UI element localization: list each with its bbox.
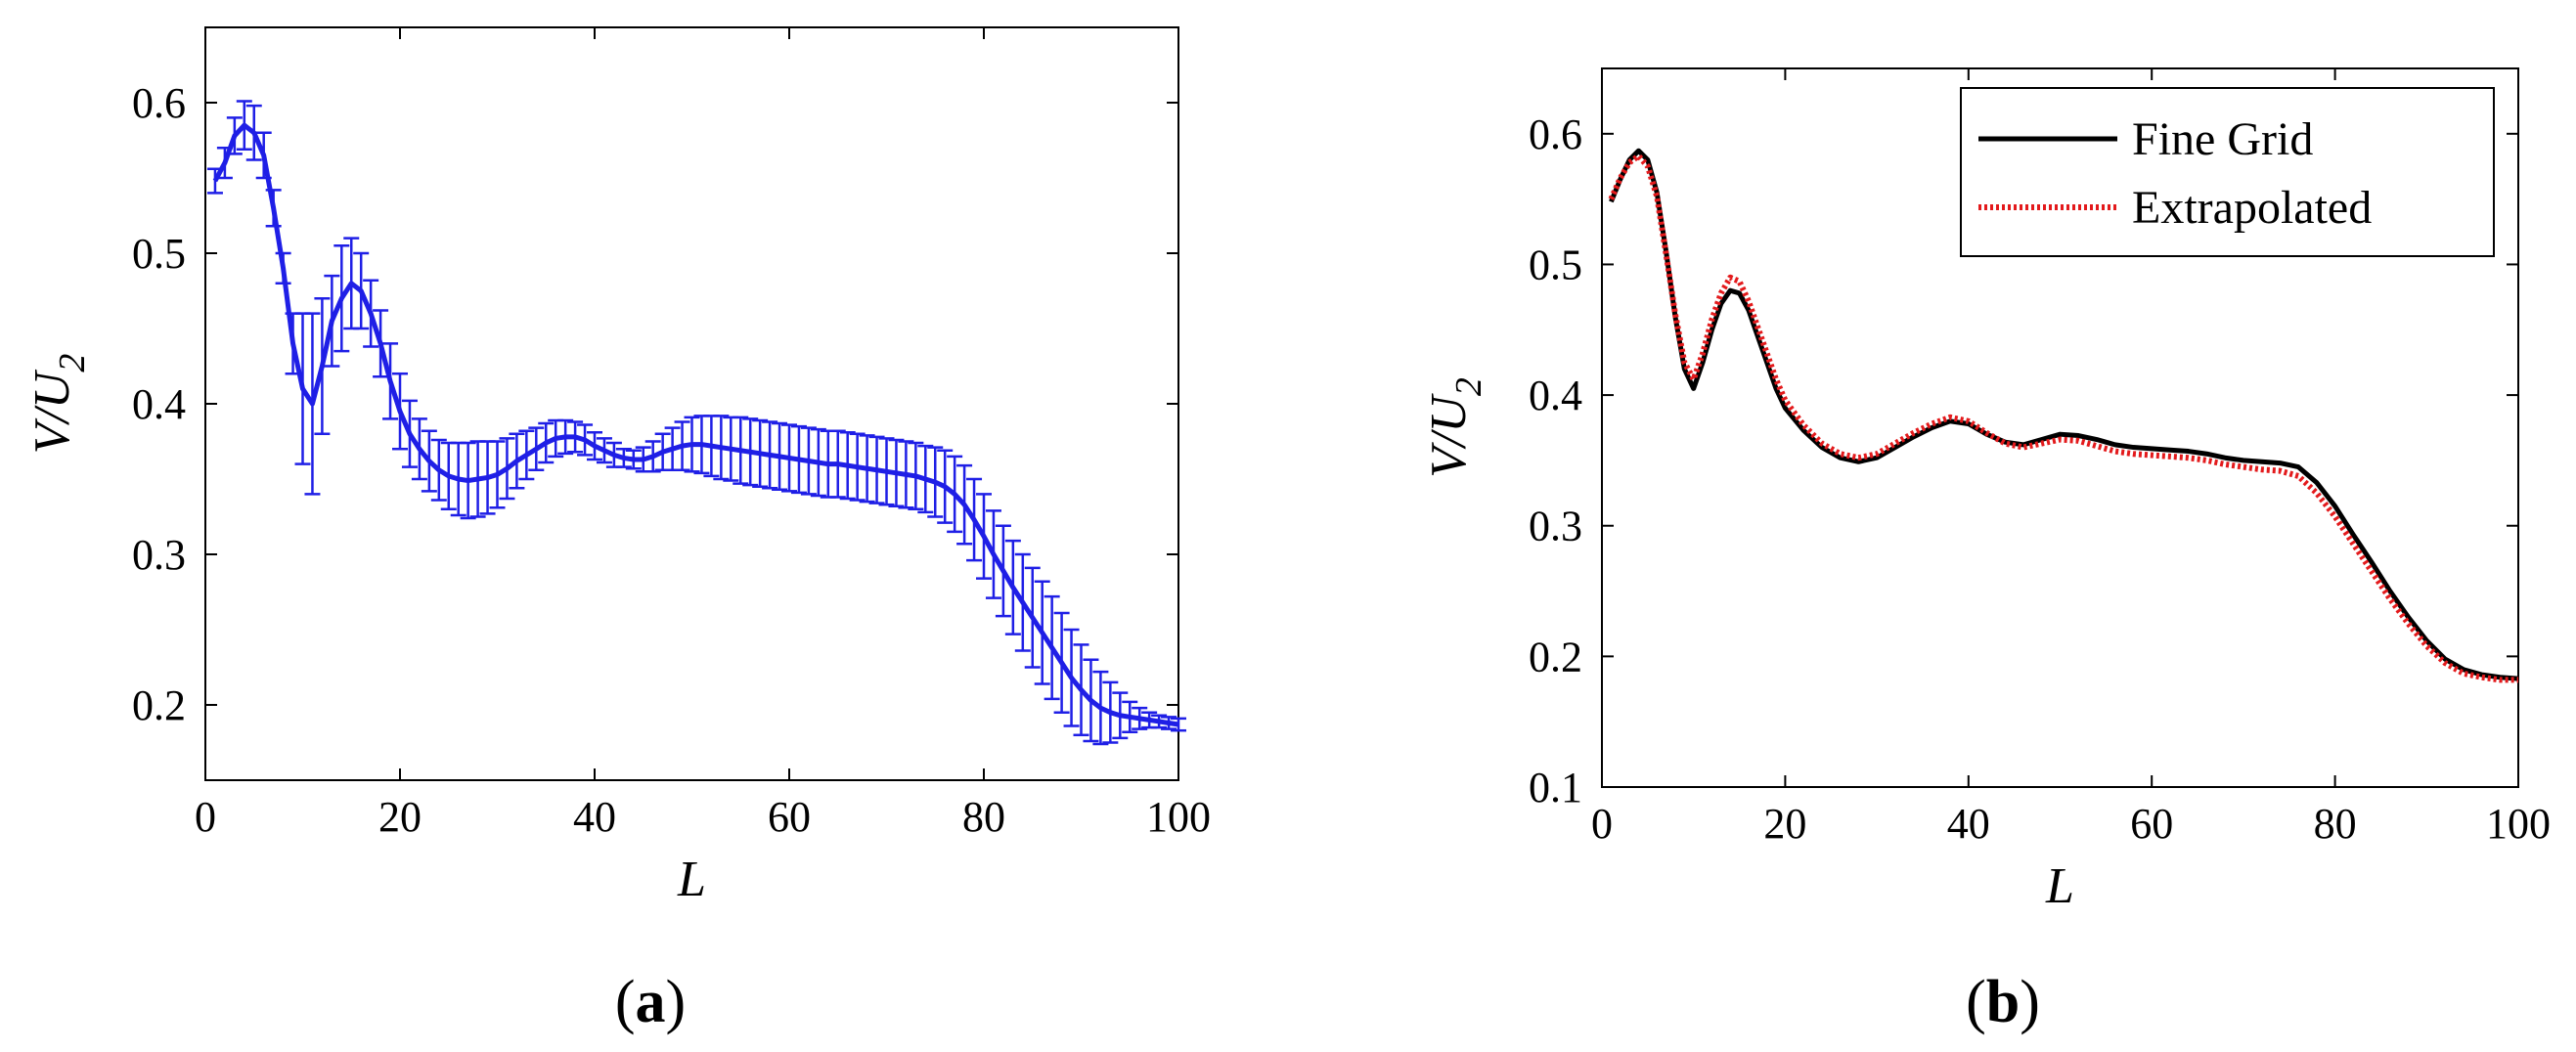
- y-tick-label: 0.6: [1529, 110, 1582, 158]
- y-tick-label: 0.4: [132, 380, 186, 428]
- y-tick-label: 0.1: [1529, 764, 1582, 811]
- x-tick-label: 80: [2314, 800, 2357, 848]
- x-tick-label: 0: [195, 793, 216, 841]
- x-axis-label: L: [2045, 858, 2074, 914]
- y-tick-label: 0.4: [1529, 372, 1582, 419]
- y-axis-label: V/U2: [24, 354, 93, 455]
- panel-label: (b): [1966, 969, 2040, 1035]
- y-tick-label: 0.3: [1529, 503, 1582, 550]
- y-axis-label-subscript: 2: [52, 354, 93, 373]
- panel-label-open-paren: (: [615, 969, 636, 1035]
- y-tick-label: 0.2: [132, 681, 186, 729]
- x-tick-label: 20: [1763, 800, 1806, 848]
- y-axis-label-main: V/U: [1421, 393, 1477, 478]
- y-axis-label: V/U2: [1421, 377, 1489, 478]
- y-tick-label: 0.3: [132, 531, 186, 579]
- x-tick-label: 60: [768, 793, 811, 841]
- x-tick-label: 20: [378, 793, 422, 841]
- legend-box: [1960, 87, 2495, 257]
- panel-label-letter: a: [636, 969, 666, 1035]
- legend-entry-label: Fine Grid: [2132, 113, 2313, 165]
- plot-frame: [1601, 67, 2519, 788]
- x-tick-label: 100: [2486, 800, 2551, 848]
- x-axis-label: L: [677, 852, 706, 907]
- y-tick-label: 0.5: [1529, 241, 1582, 288]
- panel-label-open-paren: (: [1966, 969, 1986, 1035]
- x-tick-label: 60: [2130, 800, 2173, 848]
- y-axis-label-main: V/U: [24, 369, 80, 454]
- series-line-extrapolated: [1608, 153, 2518, 683]
- panel-label-close-paren: ): [2020, 969, 2040, 1035]
- x-tick-label: 0: [1591, 800, 1613, 848]
- x-tick-label: 40: [573, 793, 616, 841]
- y-axis-label-subscript: 2: [1448, 377, 1489, 396]
- y-tick-label: 0.5: [132, 230, 186, 278]
- series-line-mean: [212, 122, 1179, 727]
- chart-panel-a: 0 20 40 60 80 100 0.2 0.3 0.4 0.5 0.6 L V/U2 (a): [24, 26, 1211, 1035]
- panel-label-close-paren: ): [666, 969, 687, 1035]
- x-tick-label: 40: [1947, 800, 1990, 848]
- panel-label-letter: b: [1986, 969, 2020, 1035]
- y-tick-label: 0.2: [1529, 633, 1582, 680]
- x-tick-label: 80: [962, 793, 1005, 841]
- chart-panel-b: 0 20 40 60 80 100 0.1 0.2 0.3 0.4 0.5 0.6 L V/U2 (b) Fi…: [1421, 67, 2551, 1035]
- x-tick-label: 100: [1146, 793, 1211, 841]
- legend-entry-label: Extrapolated: [2132, 182, 2372, 234]
- y-tick-label: 0.6: [132, 79, 186, 127]
- panel-label: (a): [615, 969, 686, 1035]
